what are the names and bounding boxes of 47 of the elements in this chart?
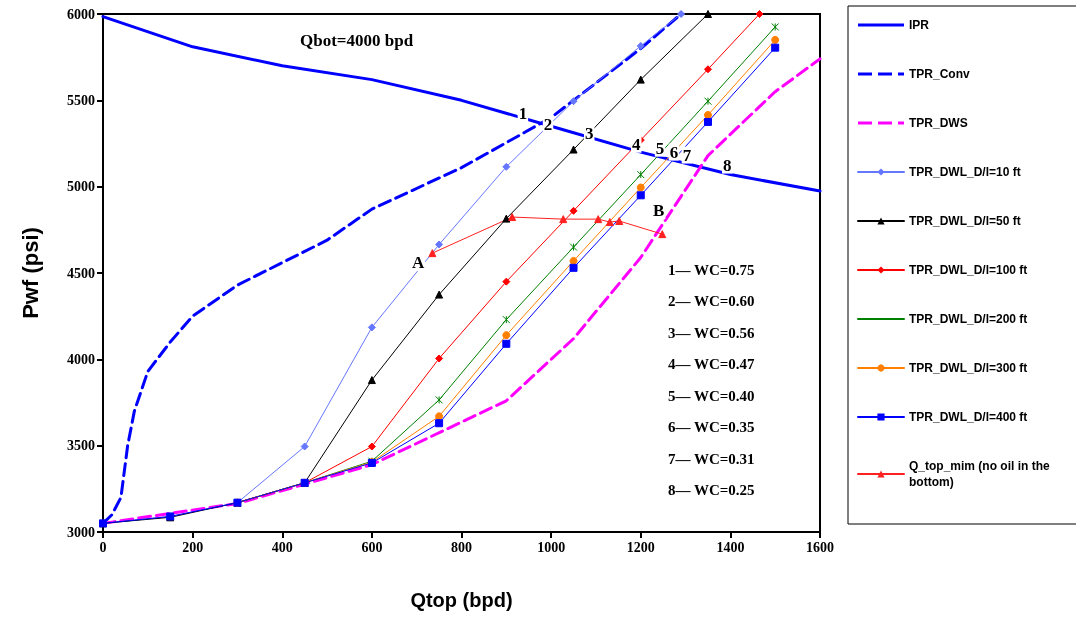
legend-label: TPR_Conv — [909, 67, 970, 81]
legend-label: Q_top_mim (no oil in the bottom) — [909, 459, 1053, 489]
x-axis-title: Qtop (bpd) — [410, 589, 513, 611]
y-axis-title: Pwf (psi) — [17, 227, 43, 319]
annotation: 4 — [632, 134, 642, 154]
annotation: 2— WC=0.60 — [668, 293, 755, 309]
annotation: Qbot=4000 bpd — [300, 31, 414, 50]
y-tick-label: 4500 — [67, 265, 95, 281]
annotation: 7 — [682, 145, 692, 165]
legend-label: TPR_DWL_D/l=200 ft — [909, 312, 1028, 326]
x-tick-label: 200 — [182, 539, 204, 555]
annotation: 5 — [655, 138, 665, 158]
legend-label: TPR_DWL_D/l=400 ft — [909, 410, 1028, 424]
annotation: 1— WC=0.75 — [668, 261, 755, 278]
x-tick-label: 1600 — [806, 539, 834, 555]
y-tick-label: 6000 — [67, 6, 95, 22]
legend-label: TPR_DWL_D/l=10 ft — [909, 165, 1021, 179]
legend-label: TPR_DWL_D/l=50 ft — [909, 214, 1021, 228]
annotation: 4— WC=0.47 — [668, 356, 756, 372]
x-tick-label: 600 — [361, 539, 383, 555]
annotation: 6 — [669, 142, 679, 162]
y-tick-label: 3000 — [67, 524, 95, 540]
x-tick-label: 800 — [451, 539, 472, 555]
x-tick-label: 1000 — [537, 539, 566, 555]
annotation: 2 — [543, 114, 553, 134]
x-tick-label: 1400 — [716, 539, 745, 555]
x-tick-label: 0 — [99, 539, 107, 555]
annotation: 8 — [722, 155, 732, 175]
annotation: B — [653, 201, 665, 221]
legend-label: TPR_DWL_D/l=100 ft — [909, 263, 1028, 277]
x-tick-label: 400 — [271, 539, 293, 555]
y-tick-label: 5500 — [67, 92, 95, 108]
annotation: 8— WC=0.25 — [668, 482, 755, 498]
annotation: 3— WC=0.56 — [668, 324, 756, 341]
annotation: 6— WC=0.35 — [668, 419, 755, 435]
x-tick-label: 1200 — [626, 539, 655, 555]
annotation: 3 — [584, 123, 594, 143]
annotation: 7— WC=0.31 — [668, 450, 755, 467]
y-tick-label: 4000 — [67, 351, 95, 367]
legend-label: TPR_DWS — [909, 116, 968, 130]
annotation: A — [411, 253, 425, 273]
y-tick-label: 3500 — [67, 438, 95, 454]
annotation: 5— WC=0.40 — [668, 387, 755, 404]
legend-label: IPR — [909, 18, 930, 32]
y-tick-label: 5000 — [67, 179, 95, 195]
annotation: 1 — [518, 103, 528, 123]
legend-label: TPR_DWL_D/l=300 ft — [909, 361, 1028, 375]
